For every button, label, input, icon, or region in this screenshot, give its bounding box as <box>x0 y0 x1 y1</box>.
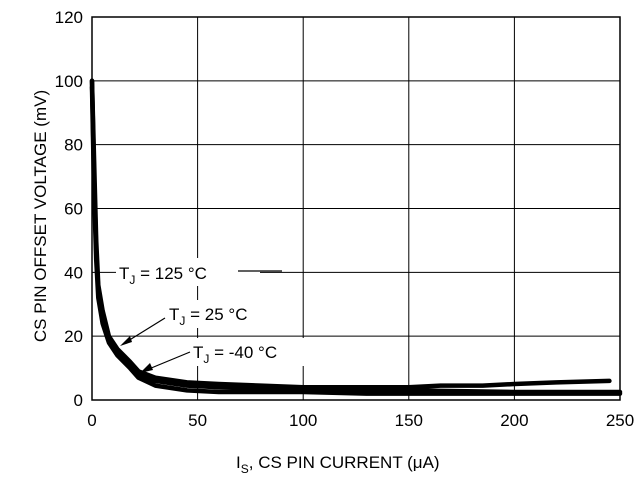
y-tick-label: 100 <box>55 72 83 91</box>
label-bg-125 <box>116 258 260 286</box>
y-tick-label: 0 <box>74 391 83 410</box>
plot-frame <box>91 16 621 401</box>
arrowhead-m40 <box>140 363 153 373</box>
x-tick-label: 150 <box>395 411 423 430</box>
series-lines <box>89 78 623 396</box>
x-tick-labels: 0 50 100 150 200 250 <box>87 411 634 430</box>
y-axis-title: CS PIN OFFSET VOLTAGE (mV) <box>31 90 50 342</box>
series-label-m40: TJ = -40 °C <box>193 343 277 366</box>
y-tick-label: 80 <box>64 136 83 155</box>
series-line-2 <box>89 84 623 396</box>
x-tick-label: 0 <box>87 411 96 430</box>
series-label-25: TJ = 25 °C <box>169 305 247 328</box>
x-tick-label: 200 <box>500 411 528 430</box>
x-tick-label: 50 <box>188 411 207 430</box>
label-bg-25 <box>166 300 272 328</box>
label-bg-m40 <box>190 338 304 366</box>
y-tick-label: 60 <box>64 200 83 219</box>
arrowhead-25 <box>120 336 132 346</box>
series-label-125: TJ = 125 °C <box>119 264 207 287</box>
series-line-1 <box>89 78 623 395</box>
series-line-0 <box>89 78 612 390</box>
x-tick-label: 100 <box>289 411 317 430</box>
y-tick-label: 20 <box>64 327 83 346</box>
y-tick-label: 120 <box>55 8 83 27</box>
y-tick-label: 40 <box>64 263 83 282</box>
annotations: TJ = 125 °C TJ = 25 °C TJ = -40 °C <box>116 258 304 373</box>
grid <box>92 17 620 400</box>
y-tick-labels: 0 20 40 60 80 100 120 <box>55 8 83 410</box>
x-tick-label: 250 <box>606 411 634 430</box>
x-axis-title: IS, CS PIN CURRENT (μA) <box>236 453 440 476</box>
